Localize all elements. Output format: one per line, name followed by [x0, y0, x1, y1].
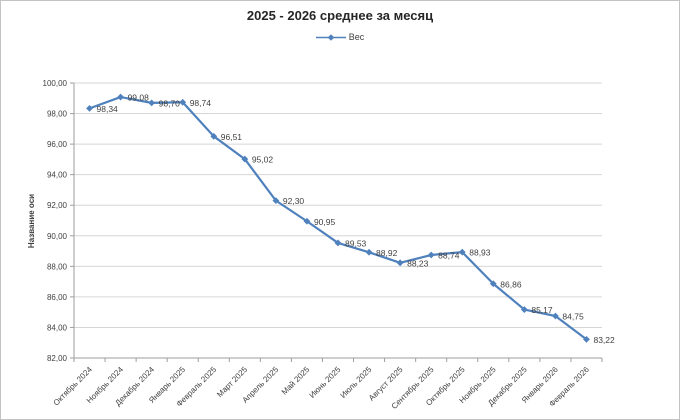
legend: Вес [1, 32, 679, 42]
data-point-marker [583, 335, 590, 343]
data-label: 95,02 [252, 155, 274, 165]
y-tick-label: 82,00 [47, 354, 68, 363]
data-label: 83,22 [593, 335, 615, 345]
data-point-marker [272, 197, 280, 205]
data-point-marker [334, 239, 342, 247]
data-point-marker [427, 251, 435, 259]
data-label: 84,75 [562, 311, 584, 321]
data-point-marker [489, 280, 497, 288]
data-label: 88,93 [469, 248, 491, 258]
data-point-marker [303, 217, 311, 225]
y-tick-label: 90,00 [47, 232, 68, 241]
data-label: 98,74 [190, 98, 212, 108]
data-point-marker [241, 155, 249, 163]
data-point-marker [210, 132, 218, 140]
data-point-marker [179, 98, 187, 106]
data-point-marker [117, 93, 124, 101]
data-label: 88,92 [376, 248, 398, 258]
legend-label: Вес [348, 32, 365, 42]
y-tick-label: 88,00 [47, 262, 68, 271]
data-label: 85,17 [531, 305, 553, 315]
y-tick-label: 92,00 [47, 201, 68, 210]
data-label: 88,23 [407, 258, 429, 268]
y-tick-label: 100,00 [43, 79, 68, 88]
data-label: 90,95 [314, 217, 336, 227]
data-label: 86,86 [500, 279, 522, 289]
data-label: 92,30 [283, 196, 305, 206]
x-tick-label: Июнь 2025 [308, 365, 343, 400]
legend-line-marker-icon [315, 33, 346, 42]
series-line [88, 95, 588, 341]
y-tick-label: 86,00 [47, 293, 68, 302]
y-tick-label: 96,00 [47, 140, 68, 149]
data-label: 88,74 [438, 251, 460, 261]
data-point-marker [148, 99, 156, 107]
data-point-marker [552, 312, 559, 320]
chart-title: 2025 - 2026 среднее за месяц [246, 8, 434, 23]
data-point-marker [458, 248, 466, 256]
data-point-marker [396, 259, 404, 267]
y-tick-label: 94,00 [47, 171, 68, 180]
y-tick-label: 84,00 [47, 323, 68, 332]
data-point-marker [365, 248, 373, 256]
y-tick-label: 98,00 [47, 110, 68, 119]
data-label: 98,34 [97, 104, 119, 114]
data-label: 89,53 [345, 238, 367, 248]
data-label: 96,51 [221, 132, 243, 142]
data-label: 99,08 [128, 93, 150, 103]
data-point-marker [520, 306, 528, 313]
x-tick-label: Май 2025 [280, 365, 312, 397]
data-point-marker [86, 104, 93, 112]
data-label: 98,70 [159, 98, 181, 108]
